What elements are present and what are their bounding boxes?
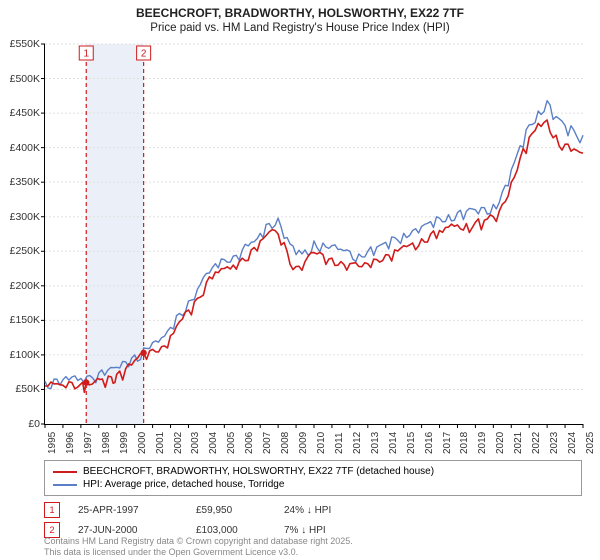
- footer-line-1: Contains HM Land Registry data © Crown c…: [44, 536, 353, 547]
- x-tick-label: 1998: [101, 432, 112, 454]
- x-tick-label: 1999: [119, 432, 130, 454]
- x-tick-label: 2019: [477, 432, 488, 454]
- chart-container: BEECHCROFT, BRADWORTHY, HOLSWORTHY, EX22…: [0, 0, 600, 560]
- x-tick-label: 2024: [567, 432, 578, 454]
- x-tick-label: 2020: [495, 432, 506, 454]
- x-tick-label: 2017: [442, 432, 453, 454]
- legend-swatch: [53, 471, 77, 473]
- x-tick-label: 2022: [531, 432, 542, 454]
- x-tick-label: 2008: [280, 432, 291, 454]
- x-tick-label: 2025: [585, 432, 596, 454]
- y-tick-label: £250K: [2, 245, 40, 257]
- legend-label: BEECHCROFT, BRADWORTHY, HOLSWORTHY, EX22…: [83, 466, 434, 477]
- x-tick-label: 2005: [226, 432, 237, 454]
- chart-subtitle: Price paid vs. HM Land Registry's House …: [0, 20, 600, 38]
- x-tick-label: 2012: [352, 432, 363, 454]
- legend-swatch: [53, 484, 77, 486]
- plot-area: 12: [44, 44, 583, 425]
- x-tick-label: 2000: [137, 432, 148, 454]
- sale-marker-number: 1: [83, 49, 89, 60]
- x-tick-label: 2002: [173, 432, 184, 454]
- x-tick-label: 2010: [316, 432, 327, 454]
- y-tick-label: £300K: [2, 211, 40, 223]
- x-tick-label: 2014: [388, 432, 399, 454]
- legend-row: BEECHCROFT, BRADWORTHY, HOLSWORTHY, EX22…: [53, 465, 573, 478]
- y-tick-label: £100K: [2, 349, 40, 361]
- y-tick-label: £350K: [2, 176, 40, 188]
- x-tick-label: 2015: [406, 432, 417, 454]
- x-tick-label: 2007: [262, 432, 273, 454]
- sale-marker-number: 2: [141, 49, 147, 60]
- y-tick-label: £200K: [2, 280, 40, 292]
- y-tick-label: £400K: [2, 142, 40, 154]
- x-tick-label: 2018: [459, 432, 470, 454]
- x-tick-label: 2013: [370, 432, 381, 454]
- sale-row: 1 25-APR-1997 £59,950 24% ↓ HPI: [44, 500, 374, 520]
- legend-row: HPI: Average price, detached house, Torr…: [53, 478, 573, 491]
- x-tick-label: 1995: [47, 432, 58, 454]
- plot-svg: 12: [45, 44, 583, 424]
- x-tick-label: 2023: [549, 432, 560, 454]
- x-tick-label: 2021: [513, 432, 524, 454]
- y-tick-label: £550K: [2, 38, 40, 50]
- sale-row-delta: 7% ↓ HPI: [284, 525, 374, 536]
- legend: BEECHCROFT, BRADWORTHY, HOLSWORTHY, EX22…: [44, 460, 582, 496]
- y-tick-label: £450K: [2, 107, 40, 119]
- sale-row-price: £103,000: [196, 525, 266, 536]
- x-tick-label: 2009: [298, 432, 309, 454]
- x-tick-label: 2011: [334, 432, 345, 454]
- footer-line-2: This data is licensed under the Open Gov…: [44, 547, 353, 558]
- x-tick-label: 1996: [65, 432, 76, 454]
- sale-marker-dot: [83, 379, 89, 385]
- x-tick-label: 2001: [155, 432, 166, 454]
- y-tick-label: £0: [2, 418, 40, 430]
- legend-label: HPI: Average price, detached house, Torr…: [83, 479, 284, 490]
- y-tick-label: £150K: [2, 314, 40, 326]
- x-tick-label: 2003: [190, 432, 201, 454]
- sale-marker-dot: [140, 350, 146, 356]
- y-tick-label: £50K: [2, 383, 40, 395]
- sale-row-marker: 1: [44, 502, 60, 518]
- x-tick-label: 1997: [83, 432, 94, 454]
- sale-row-date: 27-JUN-2000: [78, 525, 178, 536]
- sale-row-date: 25-APR-1997: [78, 505, 178, 516]
- x-tick-label: 2006: [244, 432, 255, 454]
- footer: Contains HM Land Registry data © Crown c…: [44, 536, 353, 558]
- sale-row-delta: 24% ↓ HPI: [284, 505, 374, 516]
- y-tick-label: £500K: [2, 73, 40, 85]
- x-tick-label: 2004: [208, 432, 219, 454]
- sale-row-price: £59,950: [196, 505, 266, 516]
- sales-table: 125-APR-1997£59,95024% ↓ HPI227-JUN-2000…: [44, 500, 374, 540]
- chart-title: BEECHCROFT, BRADWORTHY, HOLSWORTHY, EX22…: [0, 0, 600, 20]
- x-tick-label: 2016: [424, 432, 435, 454]
